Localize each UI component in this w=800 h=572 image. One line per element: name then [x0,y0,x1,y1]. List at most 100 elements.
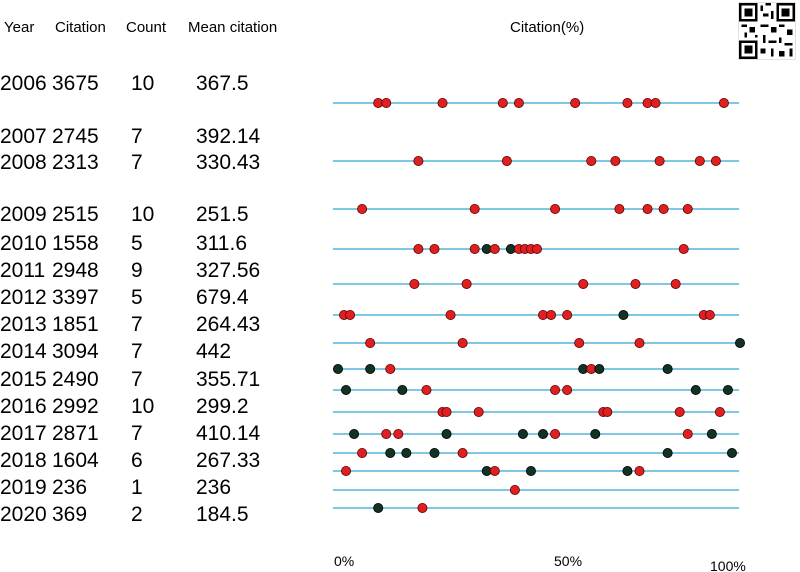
x-tick-50: 50% [554,553,582,569]
row-year: 2020 [0,503,47,526]
qr-code-icon [739,3,795,59]
row-count: 7 [131,340,143,363]
citation-dot-dark [373,502,384,513]
row-year: 2013 [0,313,47,336]
row-citation: 2948 [52,259,99,282]
citation-dot-red [682,428,693,439]
row-mean: 236 [196,476,232,499]
row-count: 5 [131,286,143,309]
citation-dot-red [710,155,721,166]
citation-dot-red [457,337,468,348]
citation-dot-dark [429,447,440,458]
citation-dot-dark [401,447,412,458]
citation-dot-red [694,155,705,166]
header-year: Year [4,19,35,36]
row-mean: 392.14 [196,125,261,148]
citation-dot-red [469,203,480,214]
citation-dot-red [670,278,681,289]
citation-dot-dark [722,384,733,395]
citation-dot-red [531,243,542,254]
row-count: 10 [131,203,155,226]
row-count: 7 [131,125,143,148]
citation-dot-dark [594,363,605,374]
row-count: 10 [131,72,155,95]
row-citation: 2313 [52,151,99,174]
row-mean: 330.43 [196,151,261,174]
row-count: 7 [131,313,143,336]
row-citation: 3397 [52,286,99,309]
citation-dot-red [562,309,573,320]
x-tick-100: 100% [710,558,746,572]
row-citation: 2515 [52,203,99,226]
row-year: 2006 [0,72,47,95]
citation-dot-red [489,465,500,476]
row-citation: 2992 [52,395,99,418]
citation-dot-red [341,465,352,476]
citation-dot-dark [726,447,737,458]
header-mean-citation: Mean citation [188,19,278,36]
citation-dot-red [437,98,448,109]
row-mean: 355.71 [196,368,261,391]
citation-dot-red [574,337,585,348]
citation-dot-dark [517,428,528,439]
citation-dot-red [586,155,597,166]
citation-dot-red [513,98,524,109]
row-mean: 311.6 [196,232,247,255]
citation-dot-red [718,98,729,109]
citation-dot-red [634,337,645,348]
citation-dot-red [678,243,689,254]
citation-dot-red [578,278,589,289]
qr-code [738,2,796,60]
citation-dot-dark [590,428,601,439]
row-count: 9 [131,259,143,282]
citation-dot-red [441,406,452,417]
citation-dot-red [429,243,440,254]
row-count: 7 [131,368,143,391]
citation-dot-red [550,428,561,439]
citation-dot-red [497,98,508,109]
citation-dot-red [469,243,480,254]
citation-dot-red [473,406,484,417]
citation-dot-dark [622,465,633,476]
citation-dot-red [562,384,573,395]
row-year: 2019 [0,476,47,499]
row-citation: 1558 [52,232,99,255]
citation-dot-red [682,203,693,214]
row-mean: 410.14 [196,422,261,445]
citation-dot-red [385,363,396,374]
citation-dot-red [614,203,625,214]
citation-dot-dark [525,465,536,476]
citation-dot-red [550,384,561,395]
row-mean: 367.5 [196,72,249,95]
citation-dot-red [457,447,468,458]
citation-dot-red [413,243,424,254]
row-mean: 251.5 [196,203,249,226]
citation-dot-red [393,428,404,439]
row-mean: 264.43 [196,313,261,336]
citation-dot-dark [735,337,746,348]
citation-dot-red [409,278,420,289]
row-year: 2007 [0,125,47,148]
row-count: 7 [131,151,143,174]
row-year: 2016 [0,395,47,418]
row-citation: 2745 [52,125,99,148]
row-year: 2010 [0,232,47,255]
citation-dot-red [630,278,641,289]
citation-dot-dark [441,428,452,439]
citation-dot-red [570,98,581,109]
row-count: 10 [131,395,155,418]
row-year: 2018 [0,449,47,472]
row-citation: 2871 [52,422,99,445]
citation-dot-red [714,406,725,417]
citation-dot-red [610,155,621,166]
citation-dot-dark [365,363,376,374]
citation-dot-red [413,155,424,166]
citation-dot-red [658,203,669,214]
row-year: 2009 [0,203,47,226]
header-citation: Citation [55,19,106,36]
citation-dot-dark [662,363,673,374]
citation-dot-dark [618,309,629,320]
citation-dot-dark [662,447,673,458]
row-year: 2015 [0,368,47,391]
